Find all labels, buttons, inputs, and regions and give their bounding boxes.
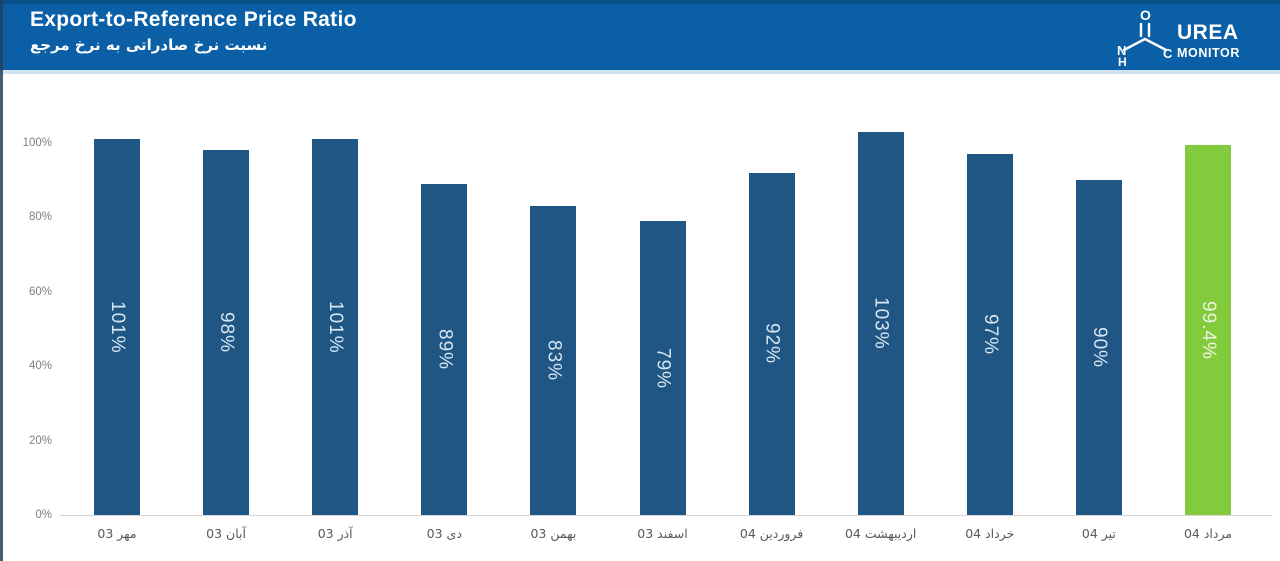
bar-value-label: 83% [543, 340, 565, 382]
bar-5[interactable]: 83% [530, 206, 577, 515]
logo-brand-line2: MONITOR [1177, 46, 1240, 60]
bar-3[interactable]: 101% [312, 139, 359, 515]
bar-10[interactable]: 90% [1075, 180, 1122, 515]
bar-value-label: 97% [979, 314, 1001, 356]
bar-6[interactable]: 79% [639, 221, 686, 515]
bar-7[interactable]: 92% [748, 172, 795, 515]
x-axis-label: مهر 03 [97, 526, 137, 541]
y-axis-tick-label: 100% [22, 137, 52, 149]
atom-h-label: H [1118, 55, 1127, 67]
bar-value-label: 103% [870, 297, 892, 350]
logo-brand-line1: UREA [1177, 21, 1239, 44]
bar-value-label: 90% [1088, 327, 1110, 369]
bar-value-label: 79% [652, 347, 674, 389]
x-axis-label: دی 03 [426, 526, 462, 541]
urea-molecule-icon: O N H C [1117, 7, 1173, 67]
x-axis-label: تیر 04 [1081, 526, 1116, 541]
y-axis-tick-label: 20% [28, 434, 52, 447]
bar-chart: 0% 20% 40% 60% 80% 100% 101% مهر 03 98% آبان 03 10… [0, 70, 1280, 561]
header-top-edge [0, 0, 1280, 4]
atom-n-label: N [1117, 43, 1126, 58]
x-axis-label: اسفند 03 [637, 526, 688, 541]
bar-9[interactable]: 97% [966, 154, 1013, 515]
x-axis-label: خرداد 04 [965, 526, 1015, 541]
x-axis-label: آذر 03 [317, 526, 353, 541]
x-axis-label: فروردین 04 [739, 526, 804, 541]
page-subtitle-persian: نسبت نرخ صادراتی به نرخ مرجع [30, 36, 268, 54]
y-axis-tick-label: 80% [28, 211, 52, 224]
urea-monitor-logo: O N H C UREA MONITOR [1117, 7, 1240, 67]
header-banner: Export-to-Reference Price Ratio نسبت نرخ… [0, 0, 1280, 70]
left-edge-border [0, 0, 3, 561]
header-bottom-strip [0, 70, 1280, 74]
bar-value-label: 101% [107, 300, 128, 354]
bar-4[interactable]: 89% [421, 183, 468, 515]
x-axis-label: بهمن 03 [530, 526, 577, 541]
page-title: Export-to-Reference Price Ratio [30, 8, 357, 31]
bar-value-label: 92% [761, 323, 783, 365]
bar-2[interactable]: 98% [203, 150, 250, 515]
bar-11[interactable]: 99.4% [1185, 145, 1231, 515]
bar-value-label: 89% [434, 328, 456, 370]
y-axis-tick-label: 0% [35, 509, 52, 521]
atom-c-label: C [1163, 46, 1173, 61]
atom-o-label: O [1140, 7, 1151, 23]
x-axis-label: اردیبهشت 04 [844, 526, 917, 541]
y-axis-tick-label: 40% [28, 360, 52, 373]
bar-value-label: 99.4% [1198, 300, 1219, 360]
bar-1[interactable]: 101% [94, 139, 140, 515]
x-axis-label: آبان 03 [206, 526, 246, 541]
x-axis-line [60, 515, 1272, 516]
bar-value-label: 101% [325, 300, 347, 354]
bar-value-label: 98% [216, 312, 238, 354]
y-axis-tick-label: 60% [28, 285, 52, 298]
x-axis-label: مرداد 04 [1183, 526, 1233, 541]
bar-8[interactable]: 103% [857, 131, 904, 515]
